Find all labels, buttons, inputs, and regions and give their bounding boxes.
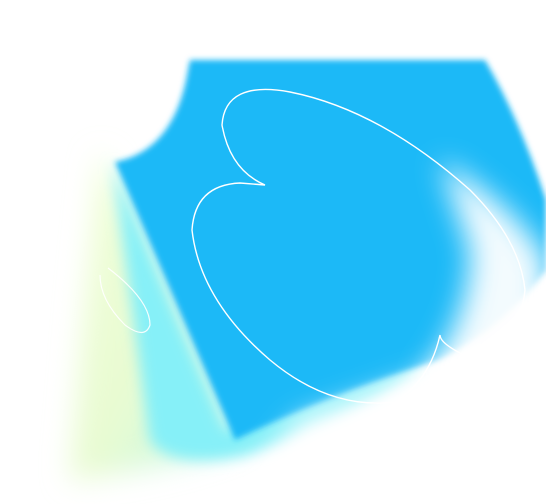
small-outline-loop bbox=[99, 267, 151, 334]
main-blue-shape bbox=[115, 60, 546, 440]
cyan-rim-glow bbox=[112, 160, 430, 460]
white-outline-loop bbox=[191, 88, 526, 404]
lower-white-glow bbox=[230, 330, 546, 504]
